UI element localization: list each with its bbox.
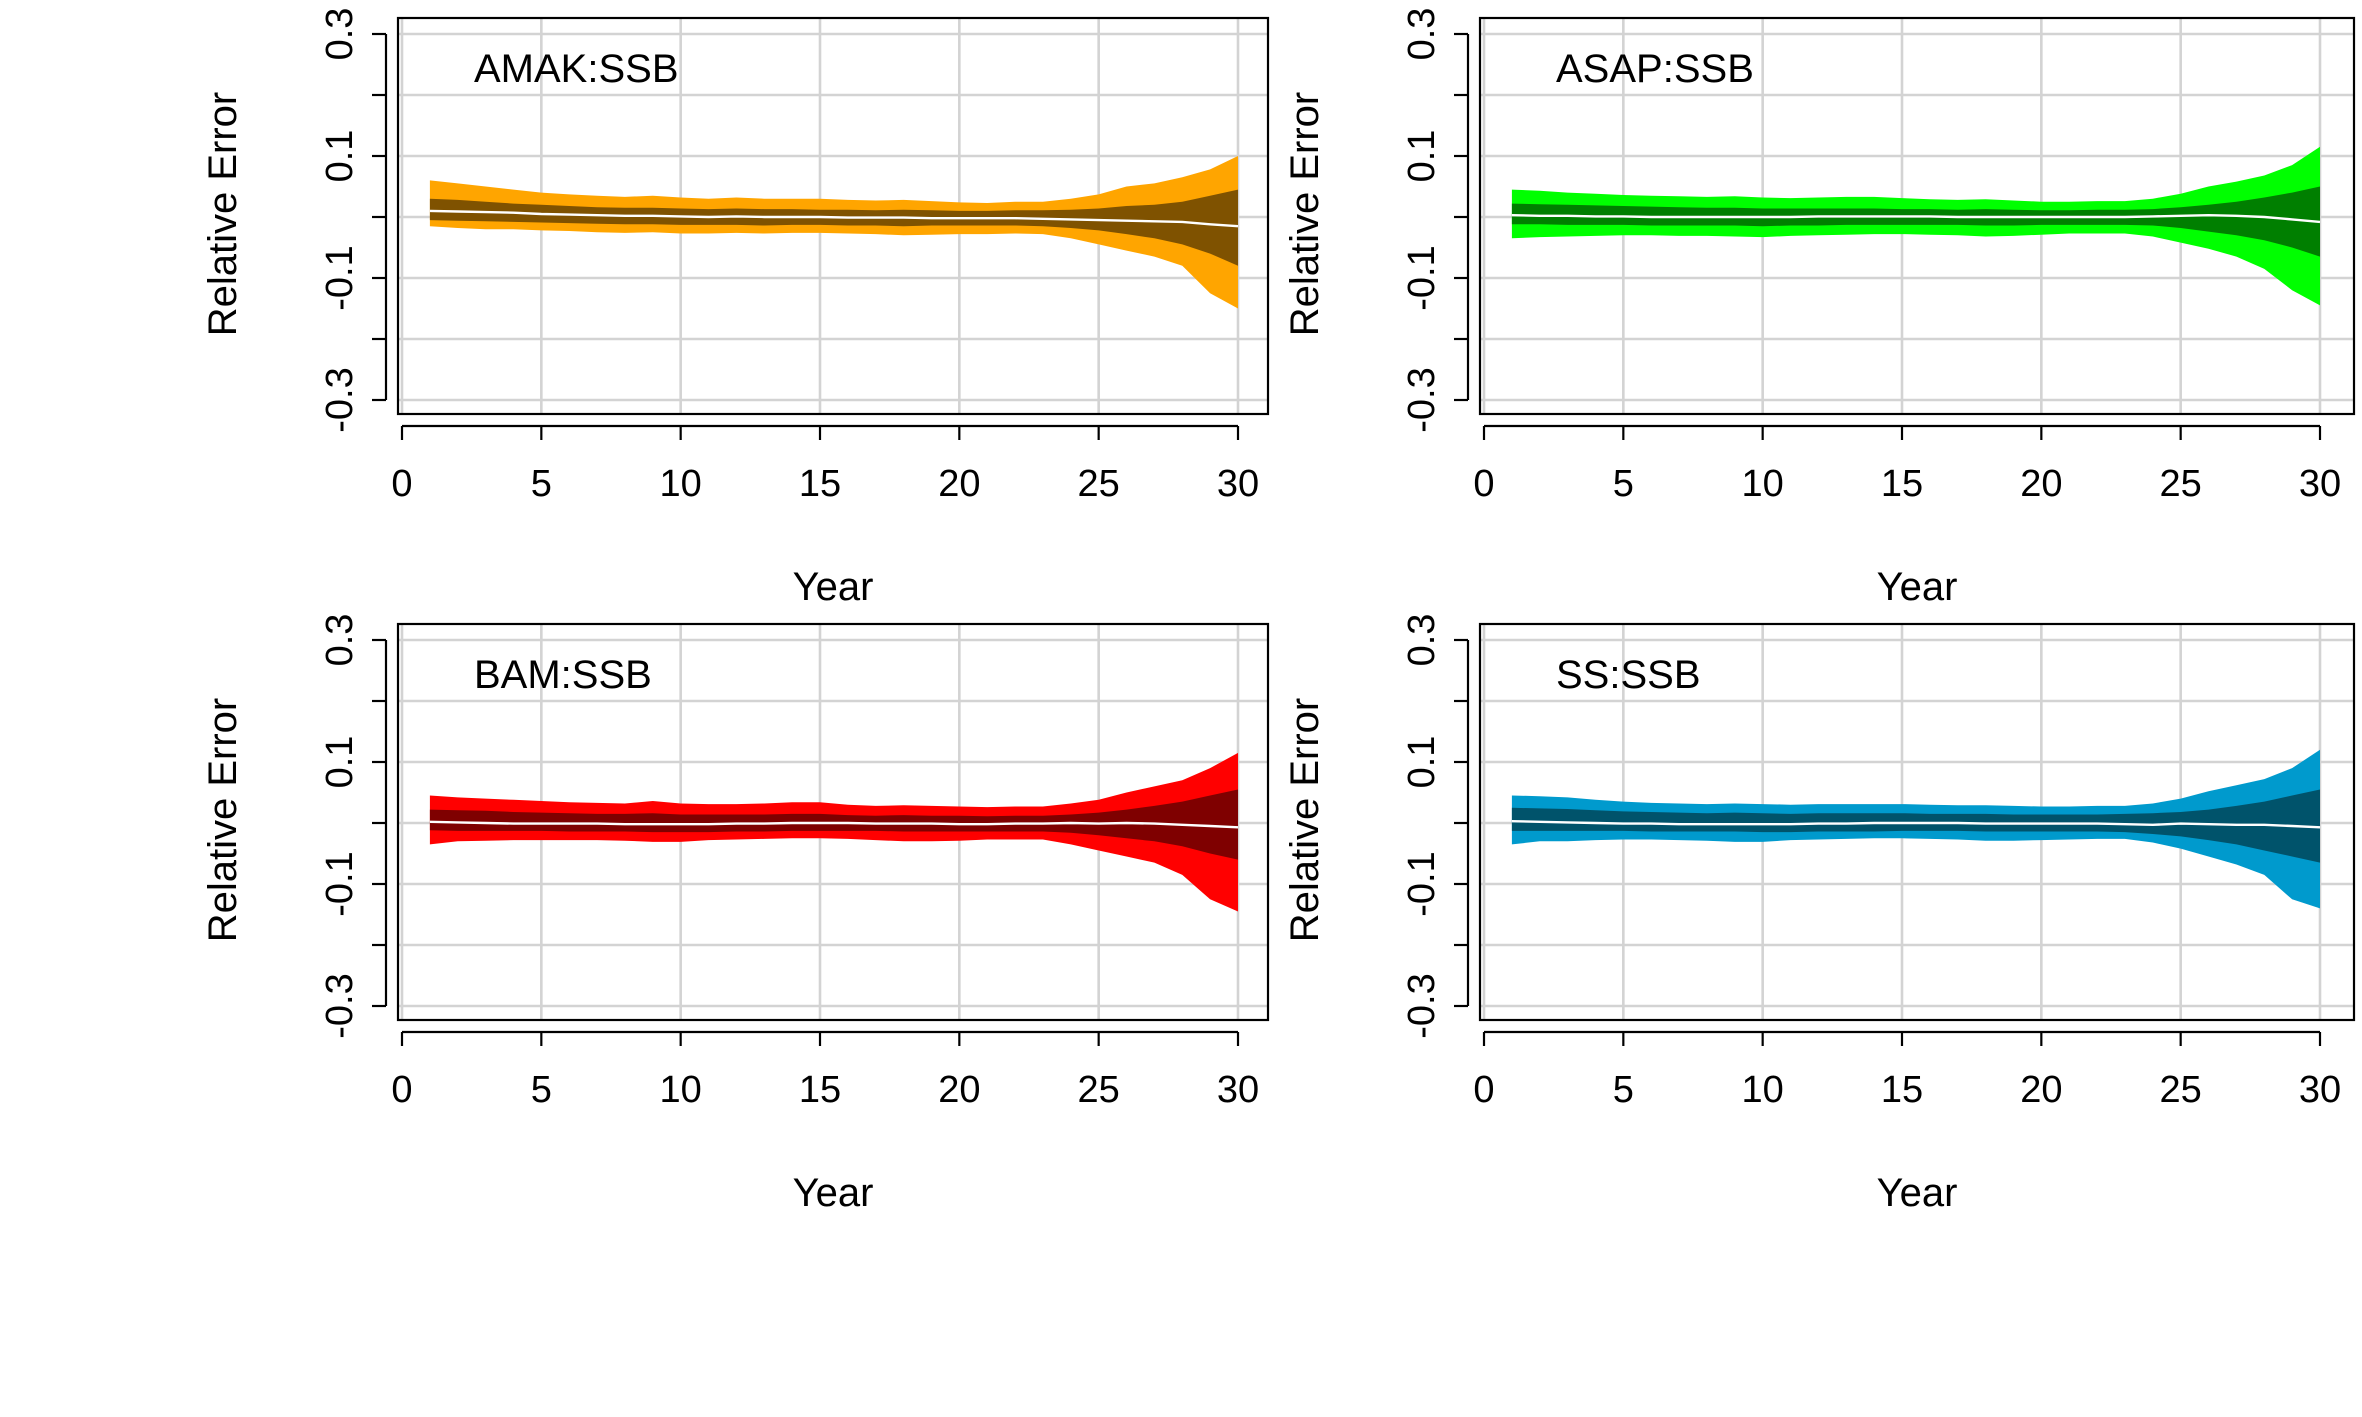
x-axis-label: Year: [793, 565, 874, 609]
y-axis: -0.3 -0.1 0.1 0.3: [1401, 8, 1470, 433]
y-tick-label: -0.3: [1401, 973, 1443, 1038]
x-tick-label: 25: [2160, 463, 2202, 505]
outer-band: [429, 156, 1238, 309]
outer-band: [429, 752, 1238, 912]
bands: [1511, 146, 2321, 306]
x-tick-label: 30: [2299, 1069, 2341, 1111]
y-axis: -0.3 -0.1 0.1 0.3: [319, 8, 388, 433]
x-tick-label: 20: [938, 463, 980, 505]
y-tick-label: -0.1: [1401, 245, 1443, 310]
x-tick-label: 15: [1881, 463, 1923, 505]
y-axis: -0.3 -0.1 0.1 0.3: [319, 614, 388, 1039]
x-tick-label: 25: [1078, 1069, 1120, 1111]
y-tick-label: -0.1: [1401, 851, 1443, 916]
plot-frame: [1478, 622, 2356, 1022]
y-axis-label: Relative Error: [201, 92, 245, 337]
x-tick-label: 10: [1742, 1069, 1784, 1111]
y-tick-label: -0.3: [319, 973, 361, 1038]
chart-panel-1: 0 5 10 15 20 25 30 Year -0.3 -0.1 0.1 0.3 Relative E…: [201, 8, 1270, 609]
chart-title: ASAP:SSB: [1556, 47, 1754, 91]
x-tick-label: 15: [799, 463, 841, 505]
x-tick-label: 20: [2020, 1069, 2062, 1111]
x-axis: 0 5 10 15 20 25 30: [1473, 424, 2341, 505]
chart-title: BAM:SSB: [474, 653, 652, 697]
x-tick-label: 10: [1742, 463, 1784, 505]
x-tick-label: 30: [2299, 463, 2341, 505]
chart-panel-2: 0 5 10 15 20 25 30 Year -0.3 -0.1 0.1 0.3 Relative E…: [1283, 8, 2356, 609]
bands: [1511, 749, 2321, 909]
x-axis-label: Year: [1877, 1171, 1958, 1215]
x-tick-label: 5: [1613, 1069, 1634, 1111]
y-tick-label: -0.1: [319, 851, 361, 916]
x-tick-label: 30: [1217, 1069, 1259, 1111]
inner-band: [429, 789, 1238, 860]
chart-panel-3: 0 5 10 15 20 25 30 Year -0.3 -0.1 0.1 0.3 Relative E…: [201, 614, 1270, 1215]
inner-band: [1511, 789, 2320, 863]
bands: [429, 156, 1239, 309]
median-line: [1511, 820, 2321, 829]
inner-band: [429, 189, 1238, 266]
x-tick-label: 0: [1473, 463, 1494, 505]
plot-frame: [396, 622, 1270, 1022]
outer-band: [1511, 146, 2320, 306]
y-tick-label: 0.3: [1401, 614, 1443, 667]
x-tick-label: 15: [1881, 1069, 1923, 1111]
x-tick-label: 15: [799, 1069, 841, 1111]
x-tick-label: 5: [531, 463, 552, 505]
x-tick-label: 10: [660, 463, 702, 505]
x-tick-label: 20: [938, 1069, 980, 1111]
plot-frame: [396, 16, 1270, 416]
x-axis: 0 5 10 15 20 25 30: [391, 1030, 1259, 1111]
y-tick-label: 0.1: [1401, 736, 1443, 789]
y-tick-label: -0.1: [319, 245, 361, 310]
y-tick-label: 0.3: [319, 8, 361, 61]
y-tick-label: 0.1: [1401, 130, 1443, 183]
x-axis-label: Year: [1877, 565, 1958, 609]
x-axis: 0 5 10 15 20 25 30: [1473, 1030, 2341, 1111]
chart-panel-4: 0 5 10 15 20 25 30 Year -0.3 -0.1 0.1 0.3 Relative E…: [1283, 614, 2356, 1215]
x-tick-label: 25: [2160, 1069, 2202, 1111]
median-line: [1511, 213, 2321, 224]
y-tick-label: -0.3: [1401, 367, 1443, 432]
x-tick-label: 30: [1217, 463, 1259, 505]
x-tick-label: 5: [531, 1069, 552, 1111]
x-tick-label: 0: [391, 1069, 412, 1111]
y-tick-label: 0.3: [319, 614, 361, 667]
bands: [429, 752, 1239, 912]
x-axis: 0 5 10 15 20 25 30: [391, 424, 1259, 505]
y-tick-label: 0.3: [1401, 8, 1443, 61]
y-tick-label: -0.3: [319, 367, 361, 432]
x-tick-label: 10: [660, 1069, 702, 1111]
x-tick-label: 0: [391, 463, 412, 505]
y-axis-label: Relative Error: [201, 698, 245, 943]
plot-frame: [1478, 16, 2356, 416]
x-tick-label: 25: [1078, 463, 1120, 505]
y-axis-label: Relative Error: [1283, 92, 1327, 337]
x-tick-label: 20: [2020, 463, 2062, 505]
y-axis-label: Relative Error: [1283, 698, 1327, 943]
median-line: [429, 820, 1239, 829]
median-line: [429, 209, 1239, 228]
chart-title: SS:SSB: [1556, 653, 1701, 697]
y-tick-label: 0.1: [319, 736, 361, 789]
y-tick-label: 0.1: [319, 130, 361, 183]
x-tick-label: 5: [1613, 463, 1634, 505]
inner-band: [1511, 186, 2320, 257]
chart-title: AMAK:SSB: [474, 47, 679, 91]
y-axis: -0.3 -0.1 0.1 0.3: [1401, 614, 1470, 1039]
x-tick-label: 0: [1473, 1069, 1494, 1111]
x-axis-label: Year: [793, 1171, 874, 1215]
